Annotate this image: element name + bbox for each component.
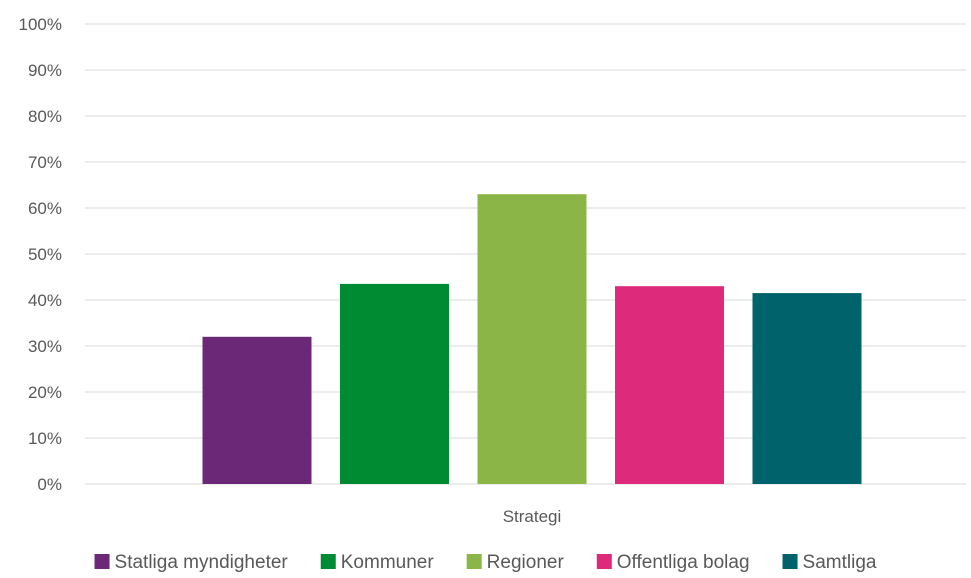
bar — [202, 336, 312, 484]
y-tick-label: 90% — [28, 61, 62, 80]
y-tick-label: 10% — [28, 429, 62, 448]
legend-label: Regioner — [487, 552, 565, 573]
y-tick-label: 40% — [28, 291, 62, 310]
y-axis-tick-labels: 0% 10% 20% 30% 40% 50% 60% 70% 80% 90% 100% — [19, 15, 62, 494]
bars — [202, 194, 862, 484]
legend-swatch — [782, 554, 798, 569]
legend-swatch — [596, 554, 612, 569]
y-tick-label: 20% — [28, 383, 62, 402]
legend-label: Offentliga bolag — [617, 552, 750, 573]
legend-item: Kommuner — [320, 552, 435, 573]
y-tick-label: 60% — [28, 199, 62, 218]
legend-item: Samtliga — [782, 552, 877, 573]
legend-item: Offentliga bolag — [596, 552, 750, 573]
legend-item: Regioner — [466, 552, 565, 573]
y-tick-label: 100% — [19, 15, 62, 34]
legend-swatch — [94, 554, 110, 569]
legend: Statliga myndigheter Kommuner Regioner Offe… — [94, 552, 877, 573]
x-axis-category-labels: Strategi — [503, 507, 562, 526]
y-tick-label: 30% — [28, 337, 62, 356]
legend-swatch — [466, 554, 482, 569]
x-category-label: Strategi — [503, 507, 562, 526]
legend-label: Statliga myndigheter — [115, 552, 289, 573]
bar — [615, 286, 724, 484]
legend-item: Statliga myndigheter — [94, 552, 289, 573]
legend-label: Kommuner — [341, 552, 435, 573]
y-tick-label: 50% — [28, 245, 62, 264]
y-tick-label: 0% — [37, 475, 62, 494]
bar — [477, 194, 587, 484]
bar — [340, 283, 449, 484]
y-tick-label: 70% — [28, 153, 62, 172]
legend-swatch — [320, 554, 336, 569]
bar — [752, 293, 862, 484]
y-tick-label: 80% — [28, 107, 62, 126]
legend-label: Samtliga — [803, 552, 877, 573]
